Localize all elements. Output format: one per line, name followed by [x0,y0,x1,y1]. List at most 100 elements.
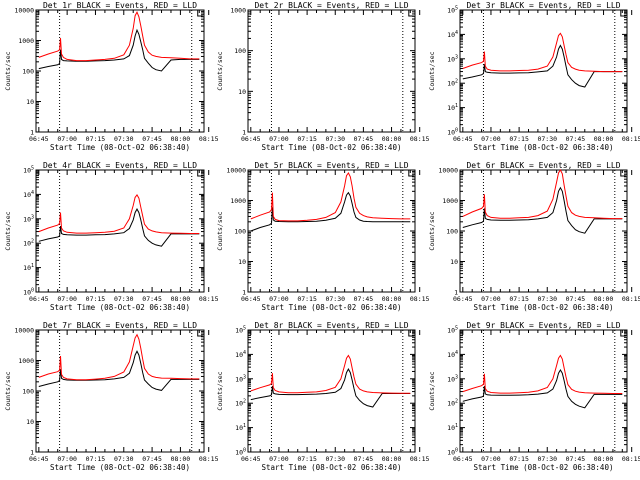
chart-1-ylabel: Counts/sec [4,51,12,90]
chart-6-frame [459,169,628,293]
chart-2-xtick-label: 08:00 [382,135,402,143]
chart-7-ytick-label: 10 [26,418,34,426]
chart-3-title: Det 3r BLACK = Events, RED = LLD [466,1,620,10]
chart-2-xtick-label: 07:45 [354,135,374,143]
chart-6-ylabel: Counts/sec [428,211,436,250]
chart-2-xtick-label: 08:15 [410,135,430,143]
chart-7-ytick-label: 1000 [18,357,34,365]
chart-7-ylabel: Counts/sec [4,371,12,410]
chart-3-marker [620,10,626,17]
chart-1-xlabel: Start Time (08-Oct-02 06:38:40) [50,143,190,152]
chart-8-xtick-label: 07:45 [354,455,374,463]
chart-3-series-lld [462,32,623,73]
chart-9-xtick-label: 07:15 [509,455,529,463]
chart-5-ylabel: Counts/sec [216,211,224,250]
chart-1-xtick-label: 06:45 [29,135,49,143]
chart-4-ytick-label: 105 [23,166,34,175]
chart-2: Det 2r BLACK = Events, RED = LLD 1 10 100 10… [216,1,430,152]
chart-9-ytick-label: 103 [447,374,458,383]
chart-3-xlabel: Start Time (08-Oct-02 06:38:40) [474,143,614,152]
chart-5-series-events [250,191,411,232]
chart-3-xtick-label: 07:00 [481,135,501,143]
chart-9: Det 9r BLACK = Events, RED = LLD 100 101 10… [428,321,640,472]
chart-1-xtick-label: 07:15 [86,135,106,143]
chart-8-frame [247,329,416,453]
chart-8-xtick-label: 07:00 [269,455,289,463]
chart-6-ytick-label: 100 [446,228,458,236]
chart-8-ytick-label: 100 [235,448,246,457]
chart-1-frame [35,9,205,133]
chart-9-ytick-label: 100 [447,448,458,457]
chart-1-marker [197,10,203,17]
chart-8: Det 8r BLACK = Events, RED = LLD 100 101 10… [216,321,430,472]
chart-3-ytick-label: 104 [447,30,458,39]
chart-2-xtick-label: 06:45 [241,135,261,143]
chart-1-ytick-label: 10000 [14,7,34,15]
chart-2-title: Det 2r BLACK = Events, RED = LLD [254,1,408,10]
chart-6-ytick-label: 1 [454,289,458,297]
chart-5: Det 5r BLACK = Events, RED = LLD 1 10 100 10… [216,161,430,312]
chart-2-ytick-label: 1 [242,129,246,137]
chart-8-ytick-label: 101 [235,423,246,432]
chart-7-series-events [38,350,200,391]
chart-1-xtick-label: 08:15 [199,135,219,143]
chart-7-xtick-label: 07:45 [142,455,162,463]
chart-1-xtick-label: 07:00 [57,135,77,143]
chart-3-xtick-label: 07:15 [509,135,529,143]
chart-1-ytick-label: 1 [30,129,34,137]
chart-4-ytick-label: 104 [23,190,34,199]
chart-9-xlabel: Start Time (08-Oct-02 06:38:40) [474,463,614,472]
chart-1-ytick-label: 10 [26,98,34,106]
chart-2-marker [408,10,414,17]
chart-7: Det 7r BLACK = Events, RED = LLD 1 10 100 10… [4,321,219,472]
chart-2-ytick-label: 10 [238,88,246,96]
chart-6-ytick-label: 10000 [438,167,458,175]
chart-6-xtick-label: 07:00 [481,295,501,303]
chart-7-ytick-label: 1 [30,449,34,457]
chart-4-series-events [38,208,200,247]
chart-8-xtick-label: 06:45 [241,455,261,463]
chart-5-ytick-label: 100 [234,228,246,236]
chart-5-ytick-label: 10 [238,258,246,266]
chart-7-xtick-label: 08:15 [199,455,219,463]
chart-7-ytick-label: 100 [22,388,34,396]
chart-3-ytick-label: 102 [447,79,458,88]
chart-4-xlabel: Start Time (08-Oct-02 06:38:40) [50,303,190,312]
chart-5-marker [408,170,414,177]
chart-4-marker [197,170,203,177]
chart-4-title: Det 4r BLACK = Events, RED = LLD [43,161,197,170]
chart-6-series-lld [462,168,623,220]
chart-2-xlabel: Start Time (08-Oct-02 06:38:40) [262,143,402,152]
chart-6-title: Det 6r BLACK = Events, RED = LLD [466,161,620,170]
chart-5-xtick-label: 07:15 [297,295,317,303]
chart-8-title: Det 8r BLACK = Events, RED = LLD [254,321,408,330]
chart-2-ylabel: Counts/sec [216,51,224,90]
chart-5-xtick-label: 07:00 [269,295,289,303]
chart-9-frame [459,329,628,453]
chart-3-frame [459,9,628,133]
chart-4-xtick-label: 08:15 [199,295,219,303]
chart-6-series-events [462,186,623,234]
chart-5-ytick-label: 10000 [226,167,246,175]
chart-4-ytick-label: 100 [23,288,34,297]
chart-1-ytick-label: 1000 [18,37,34,45]
chart-9-xtick-label: 06:45 [453,455,473,463]
chart-7-xlabel: Start Time (08-Oct-02 06:38:40) [50,463,190,472]
chart-6-xtick-label: 07:30 [537,295,557,303]
chart-9-xtick-label: 08:00 [594,455,614,463]
chart-2-ytick-label: 1000 [230,7,246,15]
chart-5-xtick-label: 08:00 [382,295,402,303]
chart-9-marker [620,330,626,337]
chart-2-xtick-label: 07:15 [297,135,317,143]
chart-1-xtick-label: 08:00 [171,135,191,143]
chart-3-ylabel: Counts/sec [428,51,436,90]
chart-3-ytick-label: 100 [447,128,458,137]
chart-5-ytick-label: 1000 [230,197,246,205]
chart-5-ytick-label: 1 [242,289,246,297]
chart-4: Det 4r BLACK = Events, RED = LLD 100 101 10… [4,161,219,312]
chart-9-ytick-label: 102 [447,399,458,408]
chart-7-ytick-label: 10000 [14,327,34,335]
chart-5-xtick-label: 07:45 [354,295,374,303]
chart-9-ytick-label: 104 [447,350,458,359]
